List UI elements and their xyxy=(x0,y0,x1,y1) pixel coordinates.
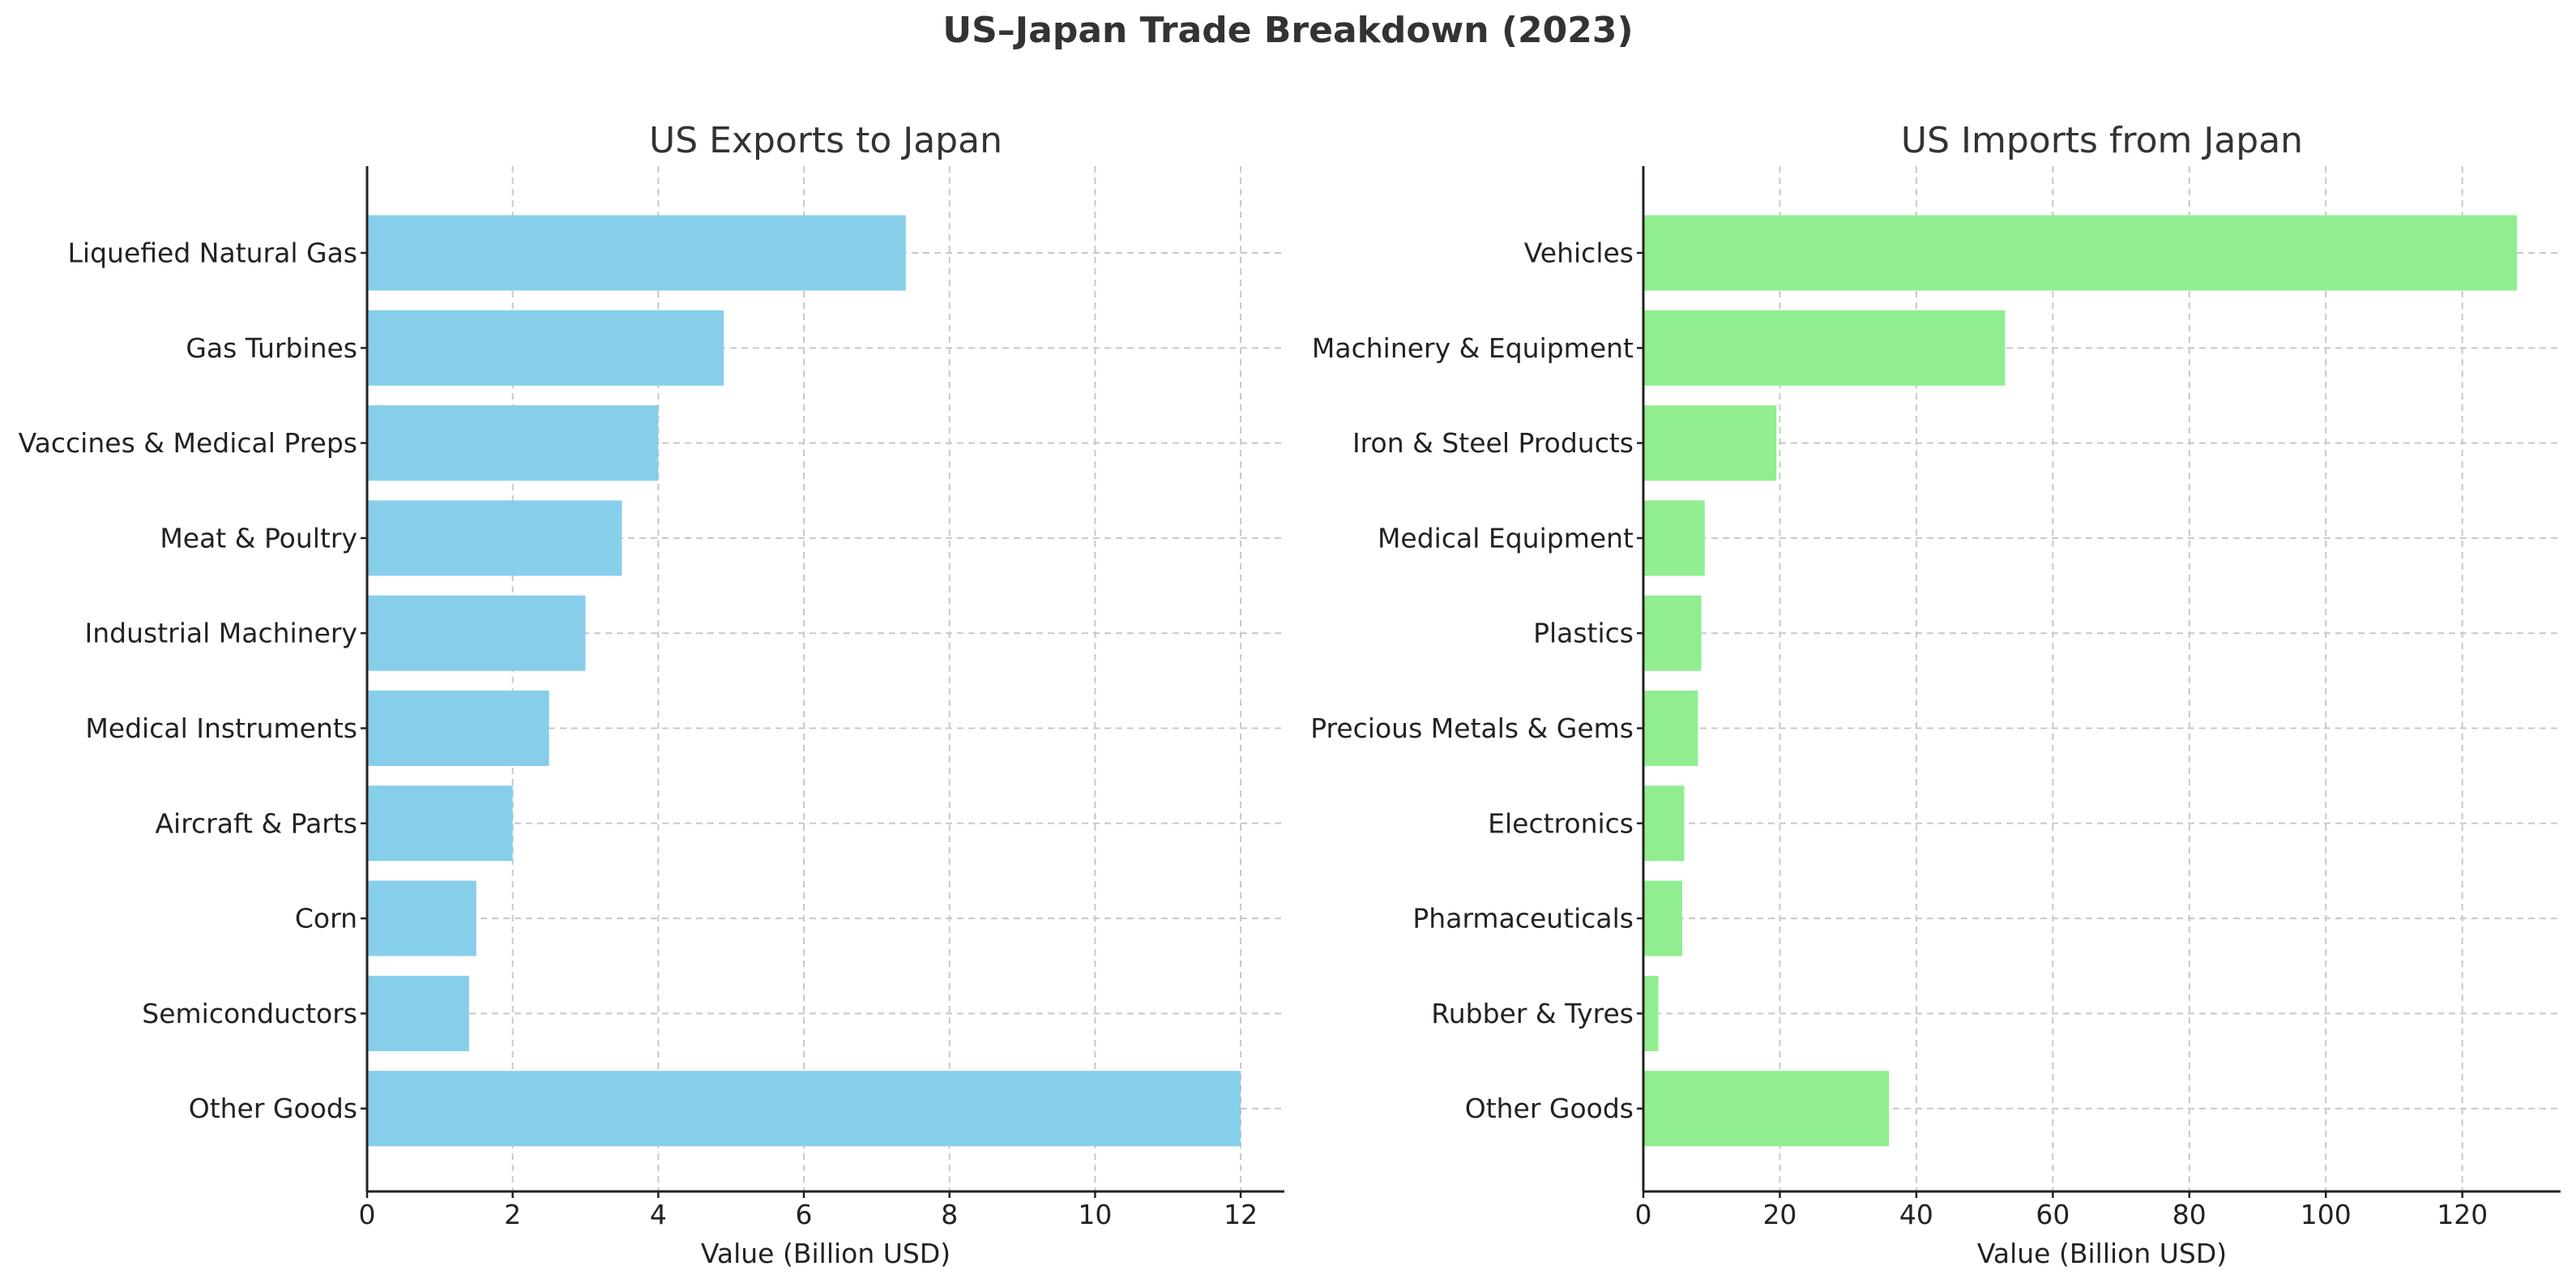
imports-category-label-4: Plastics xyxy=(1533,618,1634,649)
imports-category-label-2: Iron & Steel Products xyxy=(1352,427,1634,459)
exports-bar-6 xyxy=(367,785,513,862)
imports-bar-4 xyxy=(1643,595,1702,671)
exports-category-label-9: Other Goods xyxy=(189,1093,357,1124)
imports-category-label-8: Rubber & Tyres xyxy=(1431,998,1634,1029)
exports-xtick-label-1: 2 xyxy=(504,1199,521,1230)
exports-chart-title: US Exports to Japan xyxy=(649,120,1002,161)
exports-xtick-label-3: 6 xyxy=(796,1199,813,1230)
exports-bar-1 xyxy=(367,310,724,386)
imports-category-label-5: Precious Metals & Gems xyxy=(1310,712,1634,744)
imports-category-label-6: Electronics xyxy=(1488,807,1634,839)
imports-chart-title: US Imports from Japan xyxy=(1901,120,2303,161)
exports-xtick-label-4: 8 xyxy=(941,1199,958,1230)
imports-bar-0 xyxy=(1643,215,2518,291)
imports-bar-9 xyxy=(1643,1071,1890,1147)
imports-xtick-label-2: 40 xyxy=(1899,1199,1933,1230)
exports-category-label-7: Corn xyxy=(295,903,357,935)
imports-xtick-label-5: 100 xyxy=(2300,1199,2352,1230)
exports-x-axis-label: Value (Billion USD) xyxy=(701,1238,951,1269)
imports-xtick-label-1: 20 xyxy=(1762,1199,1796,1230)
exports-xtick-label-0: 0 xyxy=(359,1199,376,1230)
exports-xtick-label-2: 4 xyxy=(650,1199,667,1230)
imports-chart-panel: Vehicles Machinery & Equipment Iron & Stee… xyxy=(1310,120,2561,1269)
exports-category-label-1: Gas Turbines xyxy=(186,332,357,364)
exports-category-label-4: Industrial Machinery xyxy=(85,618,358,649)
exports-category-label-3: Meat & Poultry xyxy=(160,522,357,554)
exports-chart-panel: Liquefied Natural Gas Gas Turbines Vaccine… xyxy=(19,120,1284,1269)
imports-bar-2 xyxy=(1643,405,1777,481)
exports-bar-2 xyxy=(367,405,659,481)
imports-bar-3 xyxy=(1643,500,1705,576)
exports-bar-4 xyxy=(367,595,586,671)
exports-bar-0 xyxy=(367,215,906,291)
exports-xtick-label-5: 10 xyxy=(1078,1199,1112,1230)
figure-title: US–Japan Trade Breakdown (2023) xyxy=(942,10,1634,51)
exports-bar-8 xyxy=(367,975,469,1051)
imports-category-label-0: Vehicles xyxy=(1524,237,1634,269)
imports-xtick-label-6: 120 xyxy=(2437,1199,2488,1230)
imports-bar-5 xyxy=(1643,691,1698,766)
imports-xtick-label-0: 0 xyxy=(1635,1199,1652,1230)
exports-bar-7 xyxy=(367,880,476,956)
imports-xtick-label-4: 80 xyxy=(2172,1199,2206,1230)
imports-category-label-7: Pharmaceuticals xyxy=(1412,903,1634,935)
imports-xtick-label-3: 60 xyxy=(2036,1199,2070,1230)
imports-category-label-3: Medical Equipment xyxy=(1378,522,1634,554)
imports-bar-1 xyxy=(1643,310,2006,386)
exports-bar-3 xyxy=(367,500,622,576)
exports-category-label-8: Semiconductors xyxy=(142,998,357,1029)
exports-bar-5 xyxy=(367,691,549,766)
exports-category-label-5: Medical Instruments xyxy=(85,712,357,744)
imports-bar-8 xyxy=(1643,975,1659,1051)
imports-x-axis-label: Value (Billion USD) xyxy=(1977,1238,2227,1269)
exports-xtick-label-6: 12 xyxy=(1224,1199,1258,1230)
imports-category-label-1: Machinery & Equipment xyxy=(1312,332,1634,364)
imports-category-label-9: Other Goods xyxy=(1465,1093,1634,1124)
exports-bar-9 xyxy=(367,1071,1241,1147)
exports-category-label-2: Vaccines & Medical Preps xyxy=(19,427,357,459)
imports-bar-7 xyxy=(1643,880,1683,956)
exports-category-label-0: Liquefied Natural Gas xyxy=(68,237,357,269)
imports-bar-6 xyxy=(1643,785,1685,862)
exports-category-label-6: Aircraft & Parts xyxy=(155,807,357,839)
